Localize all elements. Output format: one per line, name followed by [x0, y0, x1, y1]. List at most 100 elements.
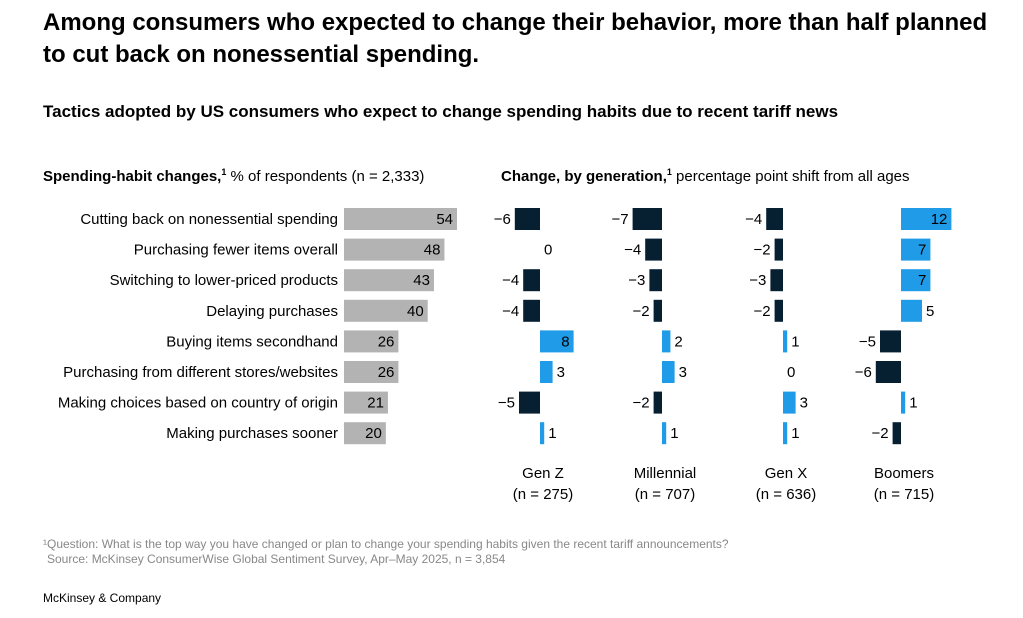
shift-value-label: −5: [498, 395, 515, 412]
total-bar: [344, 299, 428, 322]
shift-bar: [901, 299, 922, 322]
total-value-label: 21: [367, 395, 384, 412]
shift-bar: [770, 269, 783, 292]
total-bar: [344, 208, 457, 230]
shift-value-label: 7: [918, 272, 926, 289]
shift-bar: [783, 391, 796, 414]
shift-value-label: −4: [745, 211, 762, 228]
category-label: Switching to lower-priced products: [110, 272, 338, 289]
total-bar: [344, 269, 434, 292]
shift-bar: [662, 361, 675, 383]
category-label: Delaying purchases: [206, 303, 338, 320]
generation-label: Millennial: [634, 465, 697, 482]
shift-value-label: −6: [855, 364, 872, 381]
total-value-label: 20: [365, 425, 382, 442]
shift-bar: [540, 361, 553, 383]
total-value-label: 26: [378, 364, 395, 381]
shift-value-label: −2: [753, 242, 770, 259]
shift-value-label: 3: [800, 395, 808, 412]
shift-value-label: −4: [502, 272, 519, 289]
shift-bar: [523, 269, 540, 292]
generation-n-label: (n = 275): [513, 486, 573, 503]
shift-value-label: 0: [544, 242, 552, 259]
shift-bar: [774, 299, 783, 322]
shift-bar: [653, 299, 662, 322]
total-value-label: 43: [413, 272, 430, 289]
shift-value-label: −4: [502, 303, 519, 320]
shift-bar: [653, 391, 662, 414]
shift-bar: [875, 361, 901, 383]
shift-bar: [519, 391, 540, 414]
subtitle: Tactics adopted by US consumers who expe…: [43, 102, 839, 121]
shift-bar: [901, 269, 931, 292]
total-value-label: 40: [407, 303, 424, 320]
shift-value-label: −4: [624, 242, 641, 259]
total-bar: [344, 238, 445, 261]
shift-value-label: −6: [494, 211, 511, 228]
shift-value-label: 3: [679, 364, 687, 381]
shift-bar: [649, 269, 662, 292]
shift-value-label: −2: [632, 395, 649, 412]
shift-bar: [783, 422, 788, 445]
total-value-label: 26: [378, 333, 395, 350]
shift-bar: [901, 208, 952, 230]
total-bar: [344, 330, 399, 353]
total-value-label: 54: [436, 211, 453, 228]
total-bar: [344, 391, 388, 414]
shift-bar: [880, 330, 901, 353]
shift-value-label: −5: [859, 333, 876, 350]
brand-label: McKinsey & Company: [43, 591, 162, 605]
shift-value-label: −2: [753, 303, 770, 320]
shift-value-label: −3: [749, 272, 766, 289]
source-note: Source: McKinsey ConsumerWise Global Sen…: [47, 552, 506, 566]
shift-value-label: 3: [557, 364, 565, 381]
shift-bar: [540, 422, 545, 445]
shift-bar: [540, 330, 574, 353]
shift-value-label: 1: [909, 395, 917, 412]
shift-bar: [901, 238, 931, 261]
shift-bar: [662, 422, 667, 445]
right-panel-title-rest: percentage point shift from all ages: [671, 168, 910, 185]
category-label: Purchasing fewer items overall: [134, 242, 338, 259]
shift-value-label: 2: [674, 333, 682, 350]
left-panel-header: Spending-habit changes,1 % of respondent…: [43, 162, 424, 187]
generation-label: Boomers: [874, 465, 934, 482]
shift-bar: [901, 391, 906, 414]
category-label: Making purchases sooner: [166, 425, 338, 442]
total-bar: [344, 422, 386, 445]
shift-value-label: −3: [628, 272, 645, 289]
left-panel-title: Spending-habit changes,1: [43, 167, 227, 185]
shift-bar: [892, 422, 901, 445]
shift-bar: [766, 208, 783, 230]
footnote: ¹Question: What is the top way you have …: [43, 537, 729, 551]
category-label: Purchasing from different stores/website…: [63, 364, 338, 381]
shift-value-label: 7: [918, 242, 926, 259]
shift-value-label: 12: [931, 211, 948, 228]
headline: Among consumers who expected to change t…: [43, 9, 988, 68]
category-label: Buying items secondhand: [166, 333, 338, 350]
shift-value-label: 8: [561, 333, 569, 350]
generation-label: Gen X: [765, 465, 808, 482]
category-label: Making choices based on country of origi…: [58, 395, 338, 412]
shift-bar: [662, 330, 671, 353]
shift-value-label: −2: [632, 303, 649, 320]
shift-bar: [523, 299, 540, 322]
shift-value-label: 1: [548, 425, 556, 442]
shift-bar: [774, 238, 783, 261]
total-value-label: 48: [424, 242, 441, 259]
shift-value-label: 1: [670, 425, 678, 442]
shift-bar: [632, 208, 662, 230]
generation-label: Gen Z: [522, 465, 564, 482]
generation-n-label: (n = 636): [756, 486, 816, 503]
shift-value-label: 0: [787, 364, 795, 381]
right-panel-header: Change, by generation,1 percentage point…: [501, 162, 910, 187]
left-panel-title-rest: % of respondents (n = 2,333): [226, 168, 425, 185]
right-panel-title: Change, by generation,1: [501, 167, 672, 185]
generation-n-label: (n = 707): [635, 486, 695, 503]
generation-n-label: (n = 715): [874, 486, 934, 503]
shift-value-label: −7: [611, 211, 628, 228]
shift-value-label: 1: [791, 425, 799, 442]
shift-bar: [645, 238, 662, 261]
shift-value-label: 5: [926, 303, 934, 320]
